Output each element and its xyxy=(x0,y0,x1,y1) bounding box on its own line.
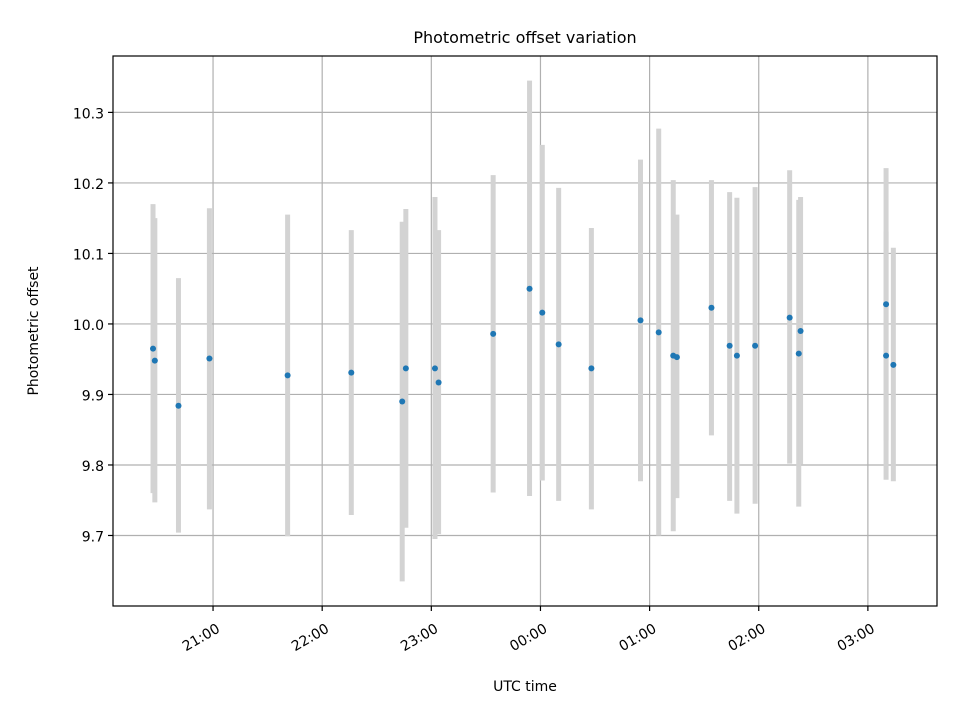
data-point xyxy=(786,314,793,321)
data-point xyxy=(797,328,804,334)
data-point xyxy=(348,369,355,376)
data-point xyxy=(539,309,546,316)
data-point xyxy=(883,301,890,308)
data-point xyxy=(673,354,680,361)
data-point xyxy=(150,345,157,352)
data-point xyxy=(708,304,715,311)
data-point xyxy=(490,330,497,337)
data-point xyxy=(402,365,409,372)
plot-frame xyxy=(112,55,938,607)
x-axis-label: UTC time xyxy=(493,679,557,695)
plot-area xyxy=(113,56,937,606)
data-points xyxy=(150,285,897,409)
y-axis-ticks: 9.7 9.8 9.9 10.0 10.1 10.2 10.3 xyxy=(73,106,113,545)
data-point xyxy=(890,361,897,368)
data-point xyxy=(795,350,802,357)
y-tick-label: 10.3 xyxy=(73,106,104,122)
data-point xyxy=(883,352,890,359)
y-tick-label: 10.1 xyxy=(73,247,104,263)
data-point xyxy=(151,357,158,364)
data-point xyxy=(637,317,644,324)
y-tick-label: 9.8 xyxy=(82,459,104,475)
data-point xyxy=(206,355,213,362)
y-tick-label: 9.7 xyxy=(82,529,104,545)
data-point xyxy=(555,341,562,348)
data-point xyxy=(752,342,759,349)
y-tick-label: 9.9 xyxy=(82,388,104,404)
data-point xyxy=(431,365,438,372)
data-point xyxy=(284,372,291,379)
data-point xyxy=(435,379,442,386)
data-point xyxy=(588,365,595,372)
data-point xyxy=(733,352,740,359)
y-tick-label: 10.0 xyxy=(73,318,104,334)
y-tick-label: 10.2 xyxy=(73,177,104,193)
data-point xyxy=(655,329,662,336)
data-point xyxy=(399,398,406,405)
data-point xyxy=(175,402,182,409)
chart-title: Photometric offset variation xyxy=(413,28,636,47)
data-point xyxy=(526,285,533,292)
y-axis-label: Photometric offset xyxy=(26,266,42,396)
data-point xyxy=(726,342,733,349)
